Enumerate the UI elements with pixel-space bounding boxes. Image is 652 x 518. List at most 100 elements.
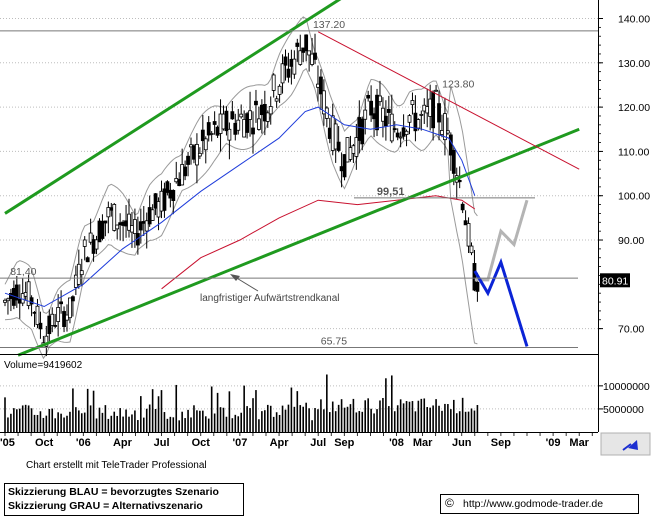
candle-body: [448, 134, 453, 156]
x-tick-label: Jul: [310, 437, 326, 449]
candle-body: [265, 112, 270, 122]
annotation-text: langfristiger Aufwärtstrendkanal: [200, 293, 340, 304]
candle-body: [378, 95, 382, 103]
x-tick-label: Mar: [569, 437, 589, 449]
candle-body: [218, 113, 223, 134]
candle-body: [82, 239, 87, 247]
x-tick-label: Oct: [35, 437, 54, 449]
candle-body: [401, 127, 406, 137]
candle-body: [327, 127, 332, 139]
y-tick-label: 100.00: [618, 191, 650, 203]
candle-body: [236, 119, 241, 131]
candle-body: [262, 104, 267, 122]
candle-body: [360, 118, 365, 145]
candle-body: [68, 297, 72, 319]
candle-body: [357, 117, 362, 141]
source-url[interactable]: http://www.godmode-trader.de: [463, 498, 604, 510]
x-axis: '05 Oct '06 Apr Jul Oct '07 Apr Jul Sep '08 Mar Jun S…: [0, 432, 593, 449]
legend-blue-text: Skizzierung BLAU = bevorzugtes Szenario: [8, 486, 219, 498]
level-label: 81,40: [10, 266, 36, 278]
candle-body: [112, 204, 117, 231]
candle-body: [174, 178, 179, 183]
candle-body: [233, 122, 238, 135]
candle-body: [457, 179, 462, 183]
candle-body: [307, 50, 312, 56]
copyright-symbol: ©: [445, 496, 454, 510]
candle-body: [138, 221, 143, 231]
candle-body: [124, 220, 128, 227]
candle-body: [313, 52, 317, 60]
candle-body: [274, 98, 279, 102]
candle-body: [130, 225, 134, 233]
corner-button[interactable]: [600, 432, 651, 456]
last-price-box: [600, 273, 630, 288]
candle-body: [14, 284, 19, 301]
candle-body: [319, 76, 323, 95]
candle-body: [419, 113, 424, 116]
candle-body: [463, 220, 468, 226]
candle-body: [277, 85, 282, 95]
candle-body: [304, 34, 309, 52]
candle-body: [106, 207, 111, 218]
candle-body: [271, 74, 276, 91]
x-tick-label: Apr: [113, 437, 133, 449]
candle-body: [23, 292, 28, 297]
candle-body: [425, 106, 430, 114]
candle-body: [127, 213, 131, 231]
level-label: 137.20: [313, 19, 345, 31]
candle-body: [183, 166, 188, 177]
candle-body: [440, 130, 444, 135]
y-axis: 140.00 130.00 120.00 110.00 100.00 90.00 70.00…: [598, 14, 650, 336]
candle-body: [29, 297, 34, 305]
scenario-legend-box: Skizzierung BLAU = bevorzugtes Szenario …: [4, 483, 244, 516]
moving-average-ma-38: [4, 106, 476, 308]
candle-body: [372, 113, 376, 120]
candle-body: [192, 145, 196, 160]
candle-body: [383, 115, 388, 127]
candle-body: [103, 220, 108, 224]
candle-body: [162, 188, 167, 211]
volume-tick-label: 10000000: [603, 381, 650, 393]
candle-body: [38, 322, 43, 330]
candle-body: [392, 128, 397, 130]
candle-body: [336, 141, 341, 151]
candle-body: [109, 207, 114, 211]
volume-tick-label: 5000000: [603, 404, 644, 416]
candle-body: [56, 307, 61, 322]
level-label: 99,51: [377, 186, 405, 198]
candle-body: [97, 220, 102, 243]
candle-body: [26, 281, 31, 306]
candle-body: [171, 190, 176, 201]
candle-body: [65, 314, 69, 321]
candle-body: [366, 94, 371, 99]
x-tick-label: Sep: [491, 437, 511, 449]
candle-body: [251, 127, 255, 135]
candle-body: [224, 110, 229, 132]
candle-body: [472, 263, 477, 291]
bollinger-upper: [4, 16, 478, 314]
y-tick-label: 140.00: [618, 14, 650, 26]
candle-body: [153, 193, 158, 209]
candle-body: [245, 113, 250, 133]
candle-body: [44, 335, 49, 347]
y-tick-label: 70.00: [618, 324, 644, 336]
candle-body: [345, 137, 350, 163]
candle-body: [186, 155, 190, 165]
x-tick-label: Apr: [270, 437, 290, 449]
candle-body: [197, 152, 202, 157]
candle-body: [165, 181, 170, 193]
candle-body: [159, 190, 164, 212]
candle-body: [469, 245, 474, 254]
candle-body: [230, 111, 235, 120]
candle-body: [286, 68, 291, 78]
x-tick-label: '09: [546, 437, 561, 449]
candle-body: [437, 103, 441, 123]
candle-body: [445, 130, 450, 134]
candle-body: [451, 149, 456, 174]
candle-body: [71, 296, 75, 302]
corner-button-icon-stem: [622, 443, 632, 451]
candle-body: [351, 145, 356, 154]
x-tick-label: Oct: [192, 437, 211, 449]
candle-body: [460, 203, 465, 211]
candle-body: [227, 128, 232, 141]
